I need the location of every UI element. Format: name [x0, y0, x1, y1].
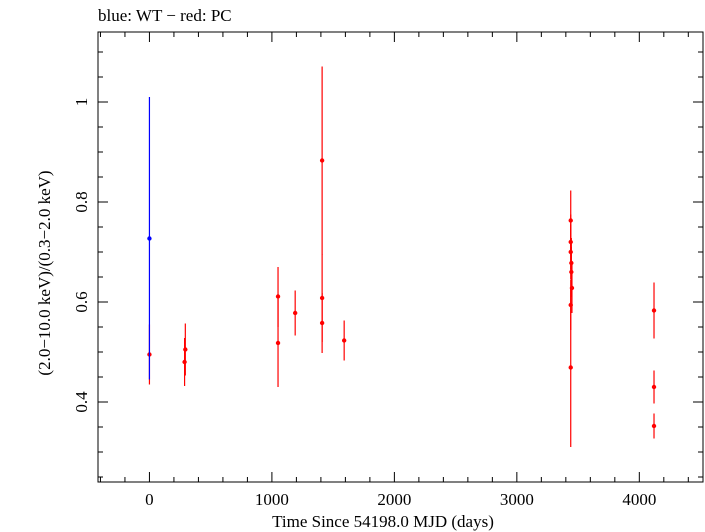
y-tick-label: 1 — [72, 98, 91, 107]
data-point-pc — [569, 269, 574, 275]
x-tick-label: 1000 — [255, 490, 289, 509]
data-marks — [147, 66, 657, 447]
x-tick-label: 3000 — [500, 490, 534, 509]
y-tick-label: 0.6 — [72, 291, 91, 312]
data-point-pc — [651, 308, 657, 313]
data-point-pc — [182, 359, 187, 365]
data-point-wt — [147, 236, 152, 241]
data-point-pc — [568, 249, 573, 255]
y-axis-label: (2.0−10.0 keV)/(0.3−2.0 keV) — [35, 170, 54, 375]
data-point-pc — [319, 158, 325, 163]
x-tick-label: 0 — [145, 490, 154, 509]
y-tick-label: 0.8 — [72, 191, 91, 212]
data-point-pc — [341, 338, 347, 343]
x-axis-label: Time Since 54198.0 MJD (days) — [272, 512, 494, 531]
data-point-pc — [651, 423, 657, 429]
data-point-pc — [275, 340, 281, 346]
data-point-pc — [183, 347, 188, 352]
data-point-pc — [319, 320, 325, 326]
data-point-pc — [568, 365, 573, 370]
chart-title: blue: WT − red: PC — [98, 6, 232, 25]
data-point-pc — [275, 294, 281, 299]
axis-ticks: 0 1000 2000 3000 4000 0.4 0.6 0.8 1 — [72, 32, 703, 509]
y-tick-label: 0.4 — [72, 391, 91, 413]
x-tick-label: 4000 — [622, 490, 656, 509]
data-point-pc — [292, 310, 298, 316]
data-point-pc — [651, 384, 657, 390]
x-tick-label: 2000 — [377, 490, 411, 509]
plot-frame — [97, 31, 704, 483]
